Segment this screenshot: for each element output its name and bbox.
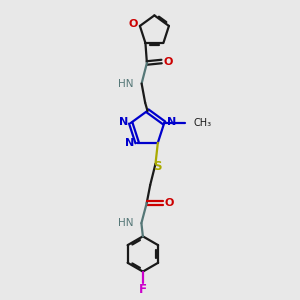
Text: HN: HN — [118, 218, 133, 228]
Text: O: O — [129, 20, 138, 29]
Text: HN: HN — [118, 79, 134, 88]
Text: CH₃: CH₃ — [194, 118, 212, 128]
Text: N: N — [167, 117, 176, 128]
Text: S: S — [154, 160, 162, 173]
Text: N: N — [125, 138, 135, 148]
Text: O: O — [165, 198, 174, 208]
Text: N: N — [119, 117, 128, 128]
Text: O: O — [163, 56, 173, 67]
Text: F: F — [139, 283, 147, 296]
